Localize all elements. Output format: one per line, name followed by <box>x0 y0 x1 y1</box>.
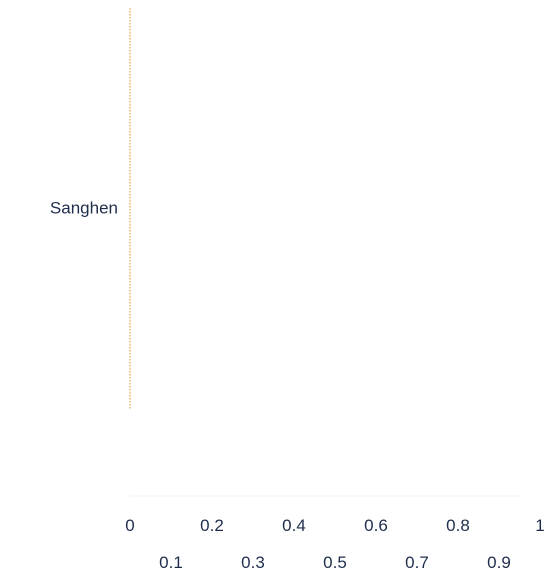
x-tick-label: 0.8 <box>446 516 470 535</box>
x-tick-label: 0.4 <box>282 516 306 535</box>
x-tick-label: 0 <box>125 516 134 535</box>
x-tick-label: 0.6 <box>364 516 388 535</box>
x-tick-label: 0.3 <box>241 553 265 572</box>
x-tick-label: 0.2 <box>200 516 224 535</box>
x-tick-label: 0.9 <box>487 553 511 572</box>
category-labels: Sanghen <box>50 198 118 217</box>
x-tick-label: 0.1 <box>159 553 183 572</box>
x-tick-label: 1 <box>535 516 544 535</box>
x-tick-label: 0.7 <box>405 553 429 572</box>
x-tick-label: 0.5 <box>323 553 347 572</box>
category-label: Sanghen <box>50 198 118 217</box>
x-tick-labels: 0 0.1 0.2 0.3 0.4 0.5 0.6 0.7 0.8 0.9 1 <box>125 516 544 572</box>
